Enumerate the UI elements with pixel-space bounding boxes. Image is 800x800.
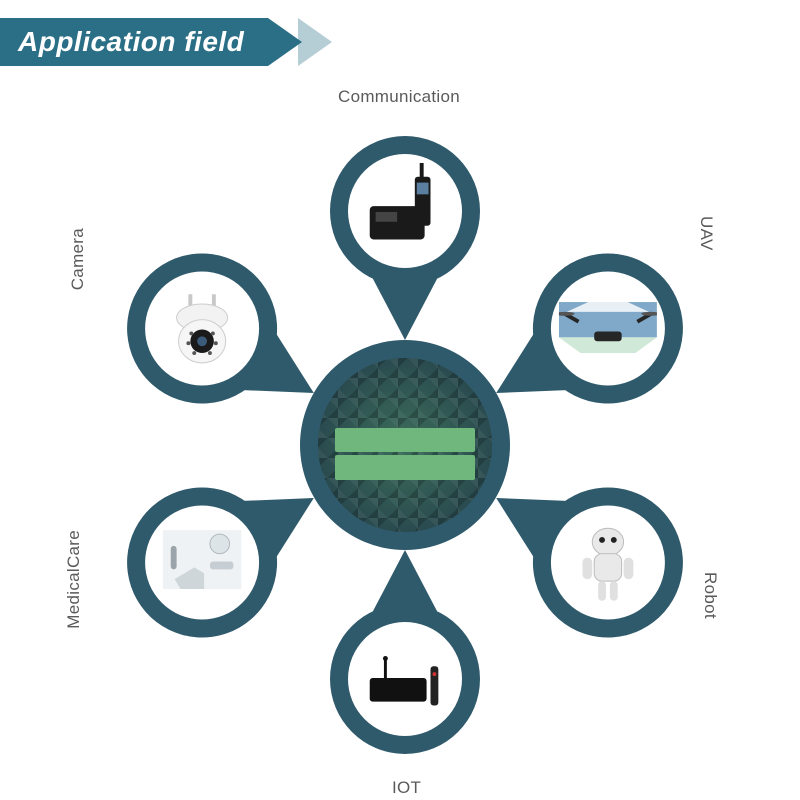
spoke-icon-window — [145, 271, 259, 385]
spoke-label: UAV — [696, 216, 716, 251]
robot-icon — [559, 513, 657, 611]
iot-box-icon — [356, 630, 454, 728]
spoke-label: MedicalCare — [64, 530, 84, 629]
spoke-icon-window — [551, 505, 665, 619]
spoke-iot-box — [330, 544, 480, 754]
drone-icon — [559, 279, 657, 377]
spoke-label: Robot — [700, 572, 720, 619]
hub-spoke-diagram: Communication UAV Robot IOT MedicalCare Camer… — [0, 0, 800, 800]
spoke-label: Camera — [68, 228, 88, 290]
dental-chair-icon — [153, 513, 251, 611]
ip-camera-icon — [153, 279, 251, 377]
spoke-icon-window — [551, 271, 665, 385]
hub-image — [318, 358, 492, 532]
spoke-icon-window — [145, 505, 259, 619]
spoke-icon-window — [348, 622, 462, 736]
spoke-label: Communication — [338, 87, 460, 107]
spoke-radio — [330, 136, 480, 346]
radio-icon — [356, 162, 454, 260]
spoke-label: IOT — [392, 778, 421, 798]
spoke-icon-window — [348, 154, 462, 268]
